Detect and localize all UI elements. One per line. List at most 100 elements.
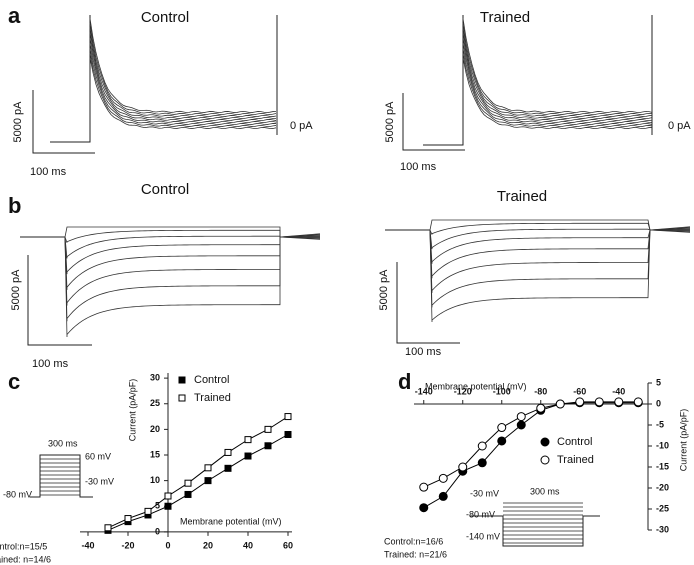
data-point: [575, 397, 585, 407]
trace: [429, 229, 691, 308]
protocol-label: -80 mV: [3, 489, 32, 499]
trace: [64, 236, 321, 306]
legend-marker: [540, 437, 550, 447]
trace: [429, 219, 691, 231]
legend-label: Trained: [194, 392, 231, 404]
data-point: [458, 462, 468, 472]
trace: [89, 27, 277, 118]
y-tick-label: -10: [656, 440, 669, 450]
data-point: [264, 425, 272, 433]
data-point: [536, 403, 546, 413]
legend-label: Control: [557, 436, 592, 448]
y-tick-label: 25: [150, 398, 160, 408]
data-point: [224, 464, 232, 472]
data-point: [438, 473, 448, 483]
x-tick-label: 60: [283, 540, 293, 550]
y-tick-label: -25: [656, 503, 669, 513]
data-point: [244, 436, 252, 444]
trace: [462, 27, 653, 117]
x-tick-label: -60: [573, 386, 586, 396]
series-line: [107, 416, 289, 529]
data-point: [497, 436, 507, 446]
data-point: [516, 412, 526, 422]
trace: [429, 229, 690, 279]
data-point: [284, 431, 292, 438]
x-axis-title: Membrane potential (mV): [180, 516, 282, 526]
y-tick-label: 5: [155, 501, 160, 511]
data-point: [144, 507, 152, 515]
trace: [462, 32, 653, 120]
data-point: [204, 464, 212, 472]
legend-marker: [540, 455, 550, 465]
trace-title: Control: [141, 181, 189, 198]
data-point: [516, 420, 526, 430]
data-point: [184, 490, 192, 498]
trace: [89, 43, 277, 123]
y-tick-label: -30: [656, 524, 669, 534]
data-point: [633, 397, 643, 407]
trace: [429, 229, 691, 293]
y-tick-label: 30: [150, 373, 160, 383]
zero-label: 0 pA: [668, 120, 691, 132]
data-point: [594, 397, 604, 407]
x-axis-title: Membrane potential (mV): [425, 381, 527, 391]
trace: [89, 32, 277, 119]
trace-title: Trained: [480, 9, 530, 26]
protocol: [30, 454, 93, 498]
trace: [64, 236, 321, 338]
y-tick-label: 0: [656, 398, 661, 408]
data-point: [477, 458, 487, 468]
trace: [462, 53, 653, 127]
scale-label: 5000 pA: [384, 101, 396, 143]
series-line: [423, 401, 639, 488]
protocol-label: -80 mV: [466, 509, 495, 519]
x-tick-label: -140: [415, 386, 433, 396]
scale-bars: [27, 90, 465, 346]
x-tick-label: 20: [203, 540, 213, 550]
x-tick-label: 0: [165, 540, 170, 550]
data-point: [164, 502, 172, 510]
trace: [64, 236, 321, 322]
protocol-label: -30 mV: [470, 488, 499, 498]
data-point: [164, 492, 172, 500]
trace: [429, 222, 691, 235]
data-point: [438, 491, 448, 501]
data-point: [204, 477, 212, 485]
data-point: [104, 524, 112, 532]
legend-marker: [178, 376, 186, 384]
scale-label: 5000 pA: [378, 269, 390, 311]
trace: [64, 236, 320, 290]
trace: [462, 57, 653, 130]
data-point: [419, 482, 429, 492]
trace: [462, 23, 653, 116]
panel-letter: c: [8, 369, 20, 394]
data-point: [497, 423, 507, 433]
x-tick-label: -40: [81, 540, 94, 550]
y-tick-label: 15: [150, 449, 160, 459]
y-tick-label: 5: [656, 377, 661, 387]
trace-title: Control: [141, 9, 189, 26]
trace: [423, 15, 464, 146]
trace: [429, 228, 691, 264]
trace: [462, 18, 653, 113]
trace: [50, 15, 91, 143]
protocol-label: 300 ms: [530, 486, 560, 496]
x-tick-label: 40: [243, 540, 253, 550]
data-point: [419, 503, 429, 513]
trace: [64, 229, 321, 243]
n-label: Control:n=16/6: [384, 536, 443, 546]
trace-title: Trained: [497, 188, 547, 205]
trace: [429, 229, 691, 323]
scale-label: 100 ms: [400, 161, 437, 173]
scale-label: 5000 pA: [10, 269, 22, 311]
y-tick-label: 0: [155, 526, 160, 536]
protocol-label: -140 mV: [466, 531, 500, 541]
trace: [89, 53, 277, 128]
panel-letter: a: [8, 3, 21, 28]
y-axis-title: Current (pA/pF): [127, 379, 137, 442]
trace: [64, 235, 321, 259]
data-point: [124, 515, 132, 523]
data-point: [555, 399, 565, 409]
